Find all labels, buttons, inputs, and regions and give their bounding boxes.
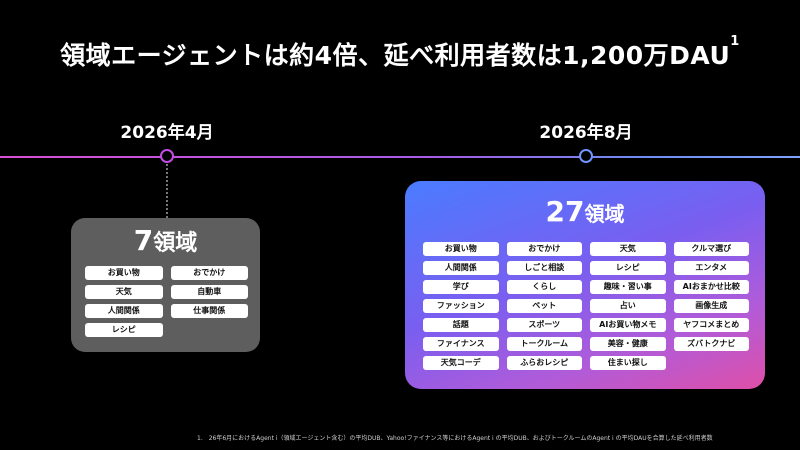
domain-chip: 美容・健康	[590, 337, 666, 351]
before-domains-card: 7領域 お買い物 おでかけ 天気 自動車 人間関係 仕事関係 レシピ	[71, 218, 260, 352]
domain-chip: 話題	[423, 318, 499, 332]
domain-chip: ふらおレシピ	[506, 356, 582, 370]
domain-chip: AIおまかせ比較	[673, 280, 749, 294]
domain-chip: AIお買い物メモ	[590, 318, 666, 332]
domain-chip: 人間関係	[423, 261, 499, 275]
footnote: 1. 26年6月におけるAgent i（領域エージェント含む）の平均DUB、Ya…	[197, 435, 713, 442]
domain-chip: 天気	[85, 285, 163, 299]
dotted-connector	[166, 164, 168, 218]
domain-chip: エンタメ	[673, 261, 749, 275]
date-label-after: 2026年8月	[539, 123, 633, 143]
before-domain-list: お買い物 おでかけ 天気 自動車 人間関係 仕事関係 レシピ	[85, 266, 248, 337]
page-title: 領域エージェントは約4倍、延べ利用者数は1,200万DAU1	[0, 34, 800, 72]
before-count: 7	[133, 224, 154, 257]
domain-chip: 天気コーデ	[423, 356, 499, 370]
before-count-unit: 領域	[153, 231, 198, 256]
domain-chip: 自動車	[170, 285, 248, 299]
domain-chip: ペット	[506, 299, 582, 313]
domain-chip: トークルーム	[506, 337, 582, 351]
domain-chip: 趣味・習い事	[590, 280, 666, 294]
domain-chip: 占い	[590, 299, 666, 313]
domain-chip: 人間関係	[85, 304, 163, 318]
after-count: 27	[545, 195, 585, 228]
domain-chip: 学び	[423, 280, 499, 294]
after-domains-card: 27領域 お買い物人間関係学びファッション 話題ファイナンス 天気コーデ おでかけしご…	[405, 181, 765, 389]
domain-chip: 住まい探し	[590, 356, 666, 370]
domain-chip: 仕事関係	[170, 304, 248, 318]
domain-chip: クルマ選び	[673, 242, 749, 256]
domain-chip: しごと相談	[506, 261, 582, 275]
date-label-before: 2026年4月	[120, 123, 214, 143]
domain-chip: ファッション	[423, 299, 499, 313]
domain-chip: ズバトクナビ	[673, 337, 749, 351]
after-domain-list: お買い物人間関係学びファッション 話題ファイナンス 天気コーデ おでかけしごと相談くら…	[423, 242, 749, 370]
domain-chip: お買い物	[85, 266, 163, 280]
domain-chip: スポーツ	[506, 318, 582, 332]
timeline-dot-before	[160, 149, 174, 163]
domain-chip: くらし	[506, 280, 582, 294]
domain-chip: レシピ	[590, 261, 666, 275]
before-count-heading: 7領域	[71, 224, 260, 257]
domain-chip: ファイナンス	[423, 337, 499, 351]
timeline-dot-after	[579, 149, 593, 163]
timeline-line	[0, 156, 800, 158]
page-title-text: 領域エージェントは約4倍、延べ利用者数は1,200万DAU	[60, 41, 731, 70]
after-count-unit: 領域	[584, 202, 625, 226]
after-count-heading: 27領域	[405, 195, 765, 228]
domain-chip: おでかけ	[506, 242, 582, 256]
domain-chip: 天気	[590, 242, 666, 256]
domain-chip: お買い物	[423, 242, 499, 256]
domain-chip: 画像生成	[673, 299, 749, 313]
domain-chip: おでかけ	[170, 266, 248, 280]
footnote-marker: 1	[730, 34, 740, 49]
domain-chip: レシピ	[85, 323, 163, 337]
domain-chip: ヤフコメまとめ	[673, 318, 749, 332]
